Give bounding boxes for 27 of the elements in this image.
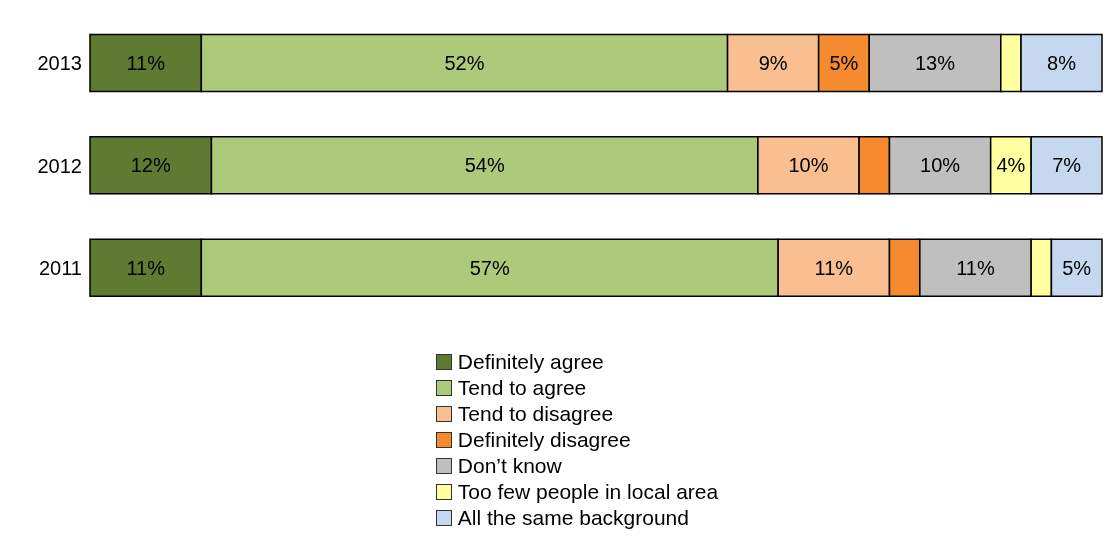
- data-label: 52%: [444, 52, 485, 75]
- data-label: 7%: [1052, 154, 1082, 177]
- data-label: 10%: [920, 154, 961, 177]
- data-label: 11%: [814, 256, 854, 279]
- data-label: 13%: [915, 52, 956, 75]
- data-label: 5%: [829, 52, 859, 75]
- legend-label: Tend to agree: [457, 375, 587, 401]
- y-tick-label: 2011: [38, 256, 82, 279]
- data-label: 57%: [469, 256, 510, 279]
- legend-label: Don’t know: [457, 453, 562, 479]
- y-tick-label: 2012: [37, 154, 82, 177]
- data-label: 11%: [126, 52, 166, 75]
- data-label: 5%: [1062, 256, 1092, 279]
- legend-label: Too few people in local area: [457, 479, 719, 505]
- legend-label: Definitely disagree: [457, 427, 631, 453]
- legend-label: All the same background: [457, 505, 689, 531]
- data-label: 12%: [130, 154, 171, 177]
- data-label: 8%: [1047, 52, 1077, 75]
- legend-label: Tend to disagree: [457, 401, 614, 427]
- data-label: 10%: [788, 154, 829, 177]
- data-label: 9%: [758, 52, 788, 75]
- data-label: 54%: [464, 154, 505, 177]
- data-label: 11%: [956, 256, 995, 279]
- data-label: 4%: [996, 154, 1026, 177]
- legend-label: Definitely agree: [457, 349, 604, 375]
- y-tick-label: 2013: [37, 52, 82, 75]
- data-label: 11%: [126, 256, 166, 279]
